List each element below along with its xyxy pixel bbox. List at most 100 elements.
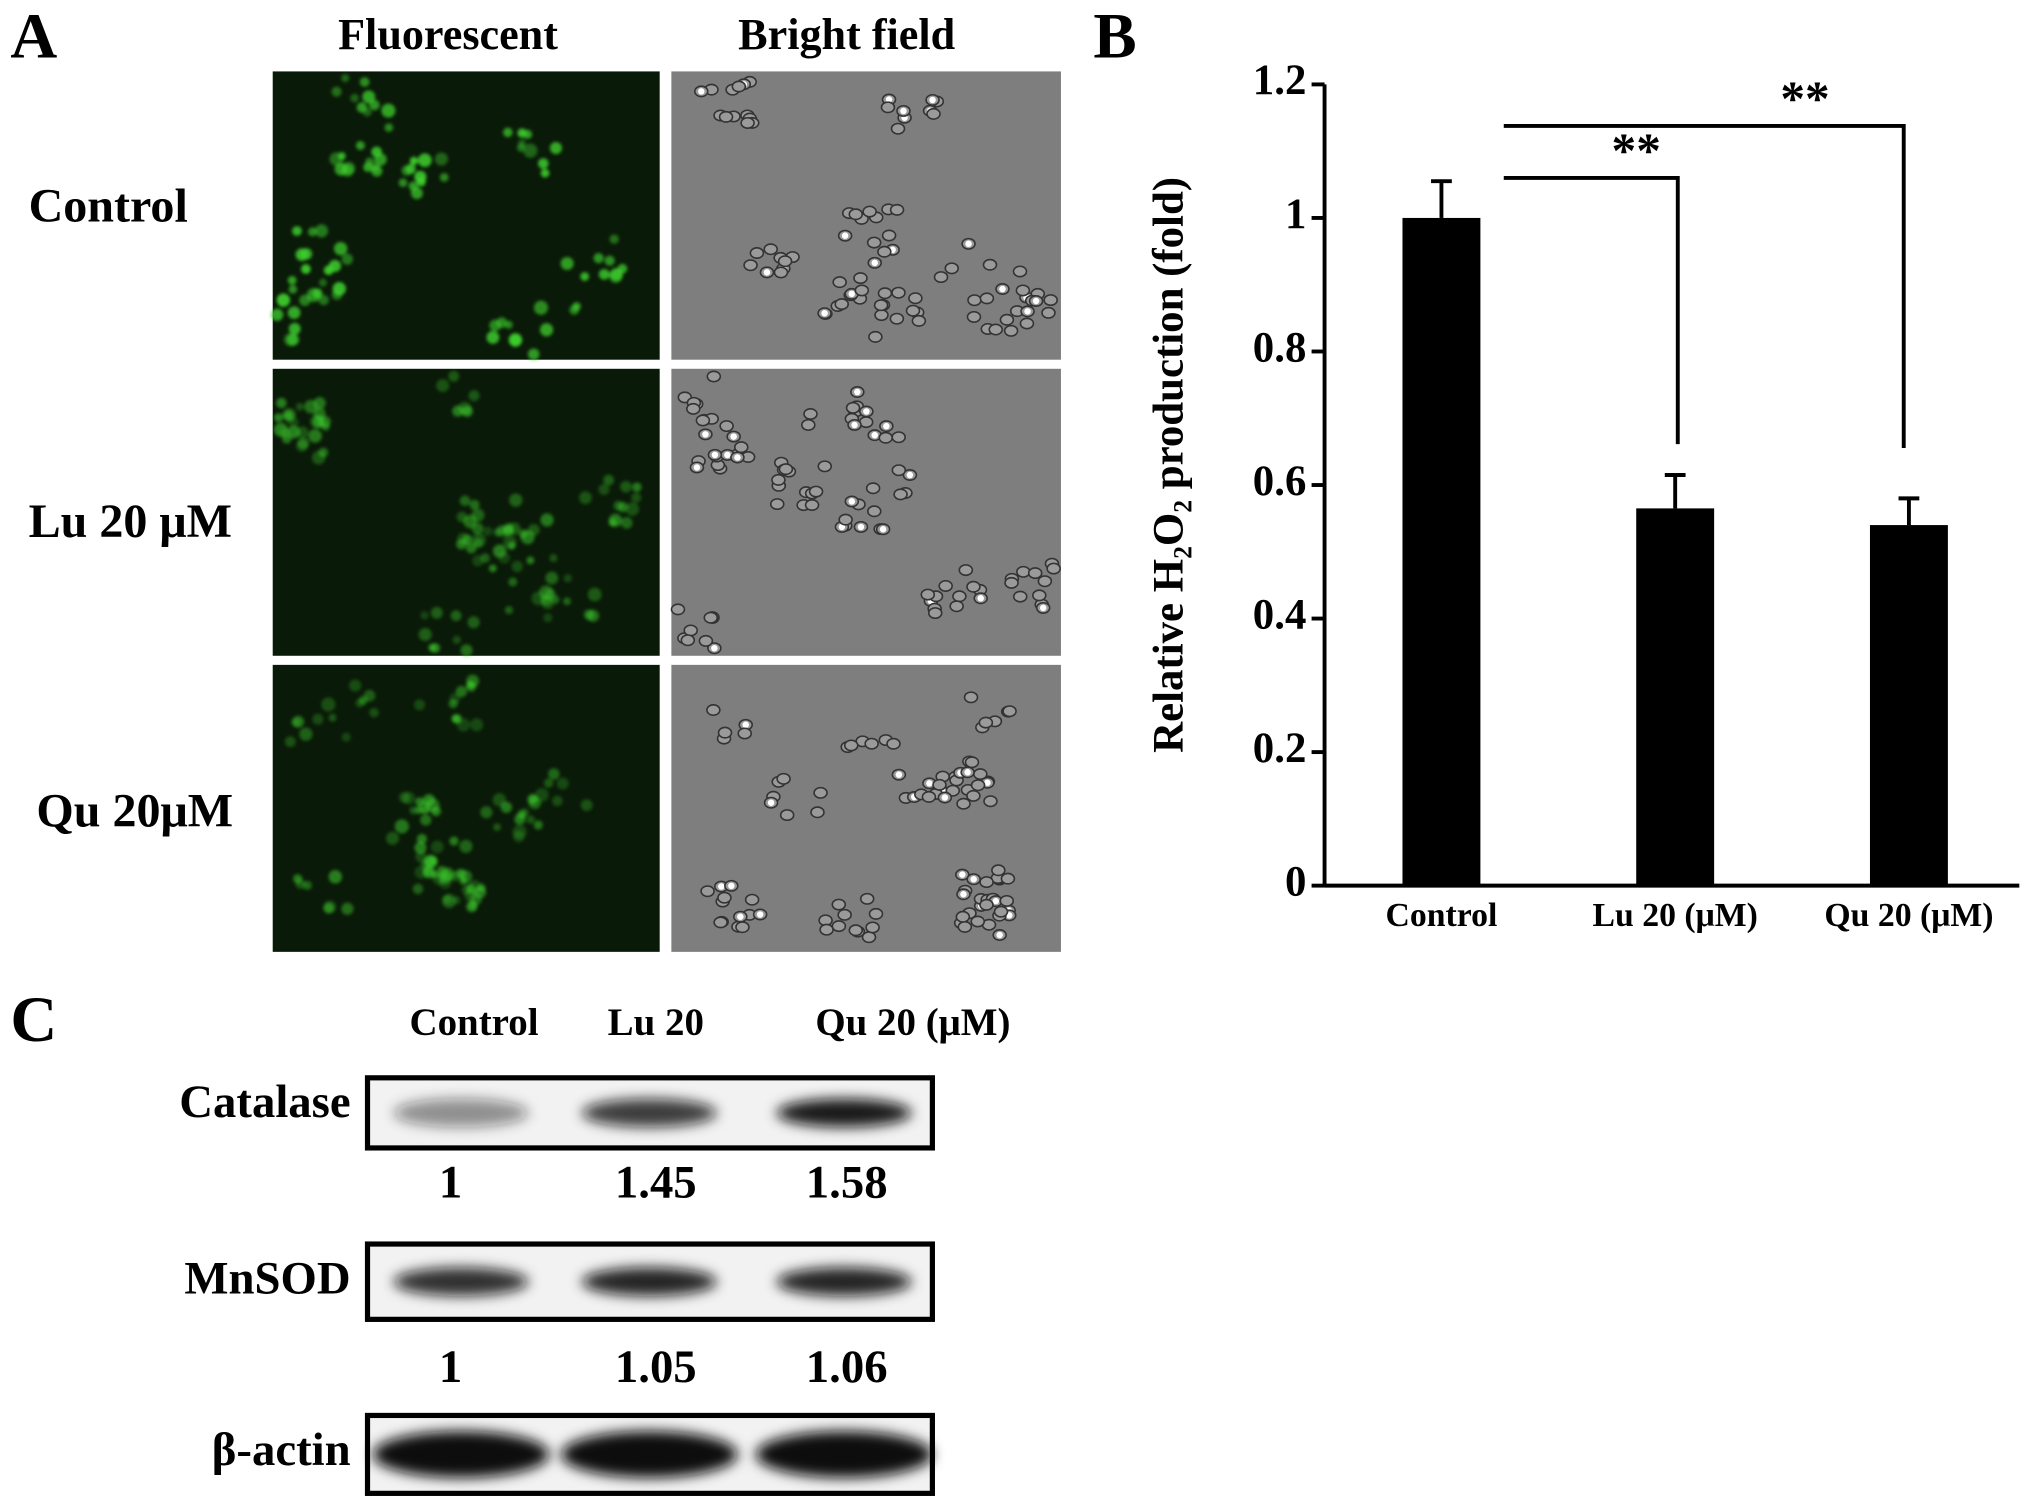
cell: [503, 535, 517, 550]
cell: [311, 450, 326, 465]
row-label: Qu 20μM: [36, 785, 233, 838]
cell: [911, 314, 927, 327]
cell-halo: [970, 875, 977, 883]
column-header: Fluorescent: [338, 10, 558, 59]
cell: [769, 498, 785, 511]
cell-halo: [977, 595, 984, 602]
band-ratio: 1.06: [806, 1341, 888, 1393]
cell: [508, 577, 518, 587]
cell: [944, 262, 960, 275]
cell: [891, 464, 907, 477]
cell: [337, 152, 346, 160]
cell-halo: [821, 309, 828, 317]
bar: [1869, 525, 1948, 886]
band: [372, 1431, 550, 1478]
cell: [436, 379, 450, 393]
cell: [580, 272, 590, 281]
cell: [307, 227, 318, 237]
cell-halo: [742, 721, 749, 729]
cell: [527, 348, 540, 360]
protein-label: β-actin: [212, 1424, 351, 1476]
cell: [854, 284, 870, 297]
cell: [878, 431, 894, 444]
y-tick-label: 0.6: [1253, 458, 1307, 505]
cell: [831, 898, 847, 911]
cell: [318, 278, 327, 287]
cell: [866, 236, 882, 249]
cell: [613, 500, 624, 511]
cell: [731, 80, 747, 93]
cell: [717, 891, 732, 904]
cell: [813, 786, 828, 799]
cell: [464, 889, 477, 902]
cell: [531, 591, 546, 606]
micrographs: [270, 71, 1061, 952]
cell: [563, 574, 572, 583]
cell: [543, 778, 554, 788]
cell: [471, 532, 486, 547]
cell-halo: [906, 471, 914, 479]
blot-frame: [364, 1412, 935, 1496]
cell: [983, 795, 998, 808]
cell: [341, 902, 354, 915]
cell: [423, 854, 438, 869]
cell-halo: [992, 897, 1000, 905]
band-ratio: 1: [439, 1341, 462, 1393]
band: [393, 1267, 529, 1296]
cell-halo: [711, 451, 719, 459]
cell-halo: [851, 421, 858, 429]
cell: [865, 482, 881, 495]
cell-halo: [718, 883, 725, 890]
cell: [448, 370, 460, 382]
cell: [1019, 317, 1035, 330]
cell: [932, 778, 947, 791]
cell: [874, 309, 889, 322]
cell-halo: [737, 913, 744, 920]
cell: [462, 534, 473, 545]
cell: [956, 797, 971, 810]
cell: [288, 285, 298, 294]
cell: [579, 491, 592, 505]
cell: [428, 643, 437, 652]
band: [755, 1431, 933, 1478]
cell: [1032, 589, 1047, 602]
cell: [1016, 565, 1031, 578]
cell: [369, 707, 379, 718]
cell: [686, 402, 701, 415]
bar: [1636, 508, 1715, 886]
cell: [988, 323, 1004, 336]
cell-halo: [711, 644, 718, 652]
cell: [449, 693, 461, 704]
cell: [459, 839, 473, 853]
cell: [437, 865, 445, 874]
cell-halo: [996, 931, 1003, 939]
cell: [970, 915, 985, 928]
cell-halo: [763, 269, 771, 276]
cell: [964, 756, 980, 769]
cell: [295, 879, 306, 889]
cell: [891, 431, 906, 444]
bar-chart: 0 0.2 0.4 0.6 0.8 1 1.2 Control Lu 20 (μM) Qu 20 …: [1253, 57, 2020, 934]
cell: [617, 263, 628, 274]
cell: [430, 840, 444, 854]
cell: [341, 74, 350, 83]
cell: [868, 907, 884, 920]
cell: [886, 737, 901, 750]
western-blot: Catalase 1 1.45 1.58 MnSOD 1 1.05 1.06 β-actin: [179, 1075, 935, 1496]
cell: [537, 158, 549, 169]
cell: [1046, 562, 1061, 575]
cell: [905, 304, 921, 317]
cell: [891, 286, 906, 299]
cell-halo: [959, 871, 966, 878]
cell-halo: [702, 431, 709, 438]
cell: [963, 691, 979, 704]
cell: [420, 611, 429, 620]
cell: [362, 107, 372, 117]
cell: [323, 902, 335, 914]
cell: [549, 554, 558, 563]
cell: [417, 153, 432, 168]
cell: [848, 208, 864, 221]
cell: [509, 493, 523, 507]
cell: [700, 885, 715, 898]
